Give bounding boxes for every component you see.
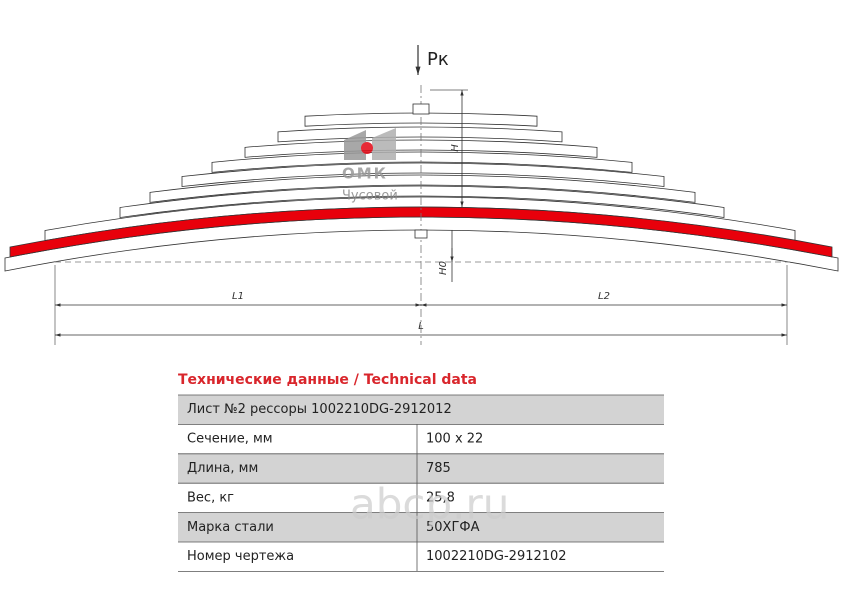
bolt-nut — [414, 229, 428, 239]
leaf — [149, 174, 696, 203]
watermark: abcp.ru — [350, 480, 509, 529]
row — [178, 542, 664, 572]
cell: Вес, кг — [187, 490, 234, 505]
logo-city: Чусовой — [342, 189, 398, 204]
header-row — [178, 395, 664, 425]
logo: ОМК Чусовой — [342, 128, 398, 204]
spring — [4, 112, 839, 272]
dim-l: L — [418, 321, 424, 332]
cell: 1002210DG-2912102 — [426, 549, 567, 564]
dim-l2: L2 — [598, 291, 610, 302]
leaf — [9, 206, 833, 258]
logo-brand: ОМК — [342, 165, 388, 183]
row — [178, 453, 664, 484]
table: Лист №2 рессоры 1002210DG-2912012 Сечение… — [178, 394, 664, 572]
cell: 50ХГФА — [426, 520, 480, 535]
leaf — [181, 162, 665, 187]
header-cell: Лист №2 рессоры 1002210DG-2912012 — [187, 402, 452, 417]
dim-l1: L1 — [232, 291, 244, 302]
row — [178, 424, 664, 454]
cell: Длина, мм — [187, 461, 258, 476]
table-title: Технические данные / Technical data — [178, 372, 477, 388]
dim-h0: H0 — [438, 261, 449, 275]
cell: Номер чертежа — [187, 549, 294, 564]
row — [178, 483, 664, 513]
bolt-head — [412, 103, 430, 115]
cell: 100 x 22 — [426, 432, 483, 447]
dim-h: H — [450, 144, 461, 152]
cell: Марка стали — [187, 520, 274, 535]
leaf — [119, 185, 725, 218]
load-label: Pк — [427, 49, 449, 70]
cell: 785 — [426, 461, 451, 476]
row — [178, 512, 664, 542]
cell: 25,8 — [426, 490, 455, 505]
cell: Сечение, мм — [187, 432, 273, 447]
